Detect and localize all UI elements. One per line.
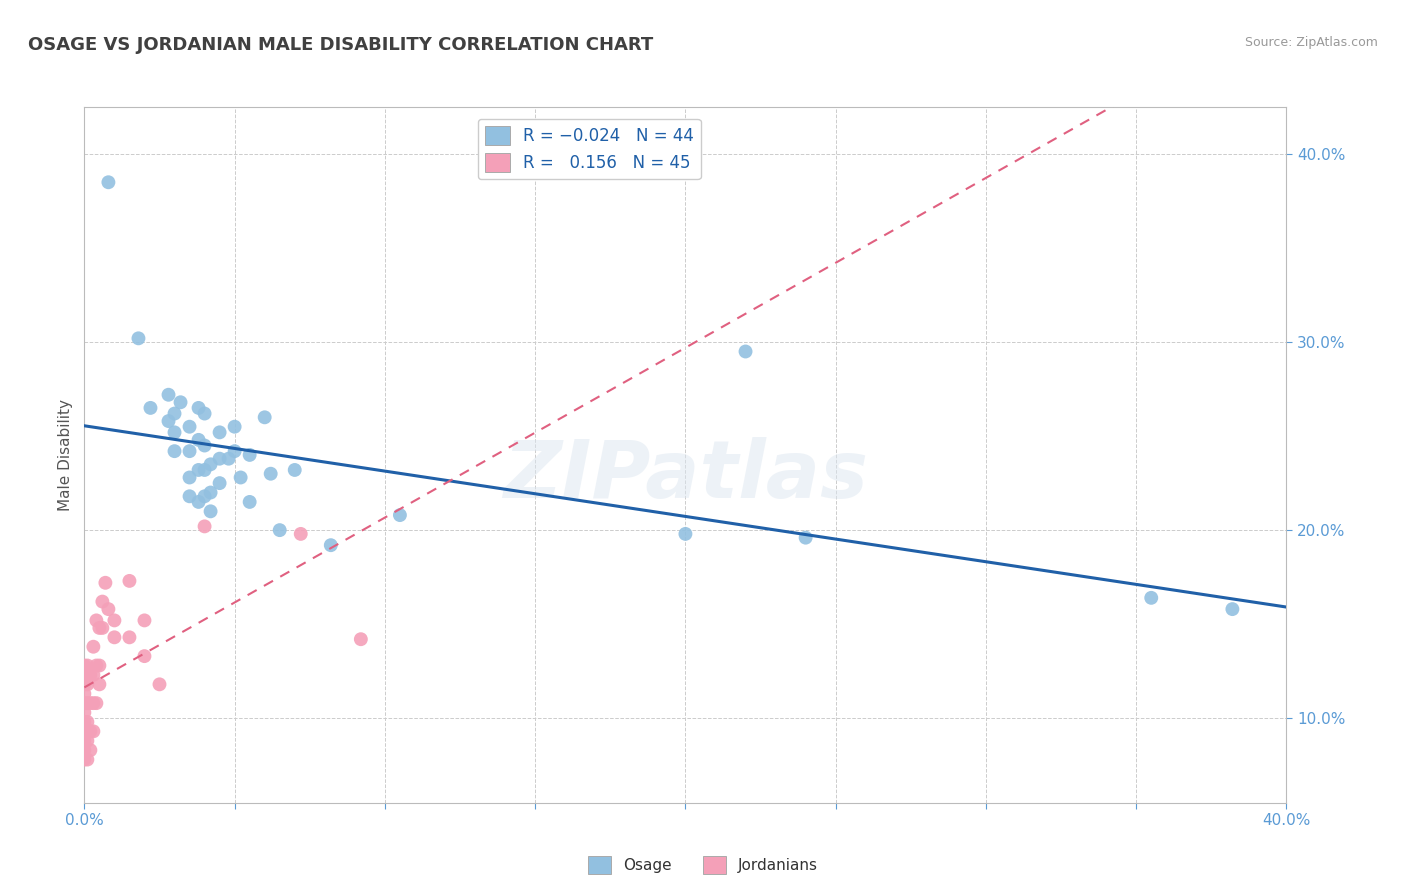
Point: [91, 594, 114, 608]
Point: [290, 527, 312, 541]
Point: [350, 632, 373, 647]
Point: [239, 495, 262, 509]
Point: [73, 743, 96, 757]
Point: [179, 444, 201, 458]
Point: [675, 527, 697, 541]
Point: [73, 733, 96, 747]
Point: [76, 714, 98, 729]
Point: [79, 696, 101, 710]
Legend: Osage, Jordanians: Osage, Jordanians: [582, 850, 824, 880]
Point: [76, 733, 98, 747]
Point: [73, 724, 96, 739]
Point: [163, 407, 186, 421]
Point: [157, 388, 180, 402]
Point: [208, 451, 231, 466]
Point: [253, 410, 276, 425]
Text: OSAGE VS JORDANIAN MALE DISABILITY CORRELATION CHART: OSAGE VS JORDANIAN MALE DISABILITY CORRE…: [28, 36, 654, 54]
Point: [139, 401, 162, 415]
Point: [179, 470, 201, 484]
Point: [239, 448, 262, 462]
Point: [169, 395, 191, 409]
Point: [79, 743, 101, 757]
Point: [194, 407, 217, 421]
Point: [269, 523, 291, 537]
Point: [179, 419, 201, 434]
Point: [1140, 591, 1163, 605]
Point: [194, 489, 217, 503]
Text: Source: ZipAtlas.com: Source: ZipAtlas.com: [1244, 36, 1378, 49]
Legend: R = −0.024   N = 44, R =   0.156   N = 45: R = −0.024 N = 44, R = 0.156 N = 45: [478, 119, 700, 179]
Point: [86, 696, 108, 710]
Point: [1222, 602, 1244, 616]
Point: [260, 467, 283, 481]
Point: [187, 495, 209, 509]
Point: [79, 724, 101, 739]
Point: [91, 621, 114, 635]
Point: [73, 658, 96, 673]
Point: [194, 438, 217, 452]
Y-axis label: Male Disability: Male Disability: [58, 399, 73, 511]
Point: [163, 444, 186, 458]
Point: [89, 658, 111, 673]
Point: [229, 470, 252, 484]
Point: [118, 630, 141, 644]
Point: [73, 670, 96, 684]
Point: [218, 451, 240, 466]
Point: [224, 444, 246, 458]
Point: [179, 489, 201, 503]
Point: [134, 649, 156, 664]
Point: [200, 485, 222, 500]
Point: [73, 753, 96, 767]
Point: [194, 463, 217, 477]
Point: [103, 614, 125, 628]
Point: [97, 175, 120, 189]
Point: [73, 714, 96, 729]
Point: [76, 677, 98, 691]
Point: [134, 614, 156, 628]
Point: [157, 414, 180, 428]
Point: [187, 433, 209, 447]
Point: [86, 614, 108, 628]
Text: ZIPatlas: ZIPatlas: [503, 437, 868, 515]
Point: [82, 696, 104, 710]
Point: [194, 519, 217, 533]
Point: [89, 677, 111, 691]
Point: [94, 575, 117, 590]
Point: [86, 658, 108, 673]
Point: [73, 696, 96, 710]
Point: [82, 724, 104, 739]
Point: [76, 658, 98, 673]
Point: [208, 425, 231, 440]
Point: [388, 508, 411, 522]
Point: [89, 621, 111, 635]
Point: [82, 640, 104, 654]
Point: [79, 668, 101, 682]
Point: [794, 531, 817, 545]
Point: [148, 677, 170, 691]
Point: [200, 458, 222, 472]
Point: [284, 463, 307, 477]
Point: [82, 668, 104, 682]
Point: [208, 476, 231, 491]
Point: [118, 574, 141, 588]
Point: [103, 630, 125, 644]
Point: [200, 504, 222, 518]
Point: [73, 706, 96, 720]
Point: [97, 602, 120, 616]
Point: [187, 401, 209, 415]
Point: [76, 696, 98, 710]
Point: [73, 677, 96, 691]
Point: [187, 463, 209, 477]
Point: [73, 687, 96, 701]
Point: [163, 425, 186, 440]
Point: [319, 538, 342, 552]
Point: [224, 419, 246, 434]
Point: [734, 344, 756, 359]
Point: [76, 753, 98, 767]
Point: [127, 331, 149, 345]
